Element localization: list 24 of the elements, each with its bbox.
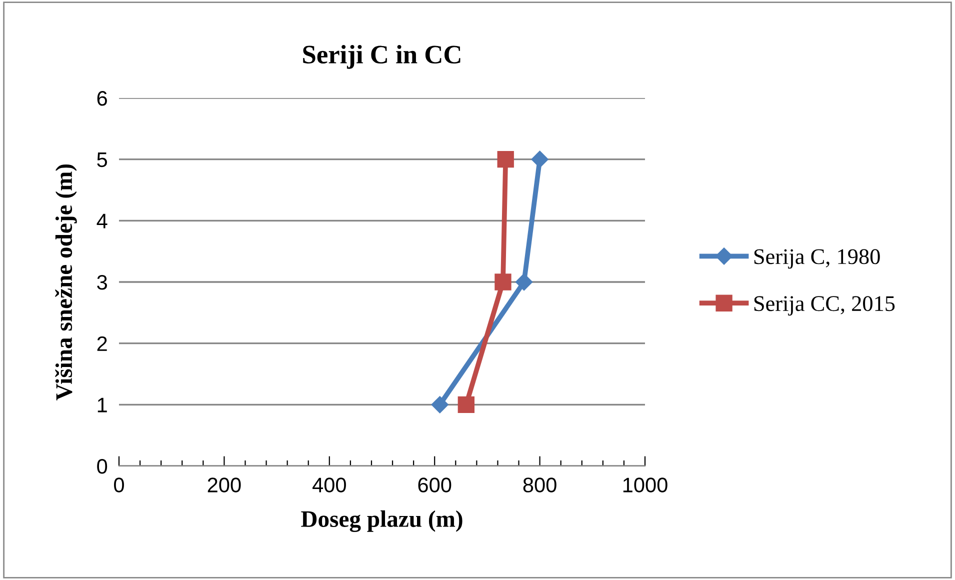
- x-tick-label: 200: [208, 478, 241, 492]
- y-tick-label: 4: [96, 214, 108, 228]
- y-tick-label: 3: [97, 275, 107, 290]
- point: [431, 396, 448, 414]
- point: [497, 151, 514, 168]
- chart-title: Seriji C in CC: [303, 44, 460, 69]
- legend-label: Serija CC, 2015: [754, 296, 895, 316]
- x-tick-label: 800: [523, 478, 556, 492]
- y-tick-label: 2: [97, 336, 107, 351]
- point: [458, 396, 474, 413]
- y-axis-title: Višina snežne odeje (m): [55, 164, 77, 400]
- point: [494, 274, 512, 290]
- point: [531, 150, 548, 168]
- x-tick-label: 600: [418, 478, 452, 492]
- y-tick-label: 1: [98, 398, 107, 412]
- x-tick-label: 400: [312, 478, 346, 492]
- x-axis-title: Doseg plazu (m): [301, 510, 462, 532]
- x-tick-label: 1000: [623, 478, 668, 492]
- legend-label: Serija C, 1980: [754, 249, 880, 269]
- y-tick-label: 0: [97, 459, 108, 474]
- y-tick-label: 6: [97, 91, 107, 106]
- point: [515, 273, 533, 291]
- y-tick-label: 5: [97, 152, 108, 168]
- x-tick-label: 0: [114, 478, 124, 492]
